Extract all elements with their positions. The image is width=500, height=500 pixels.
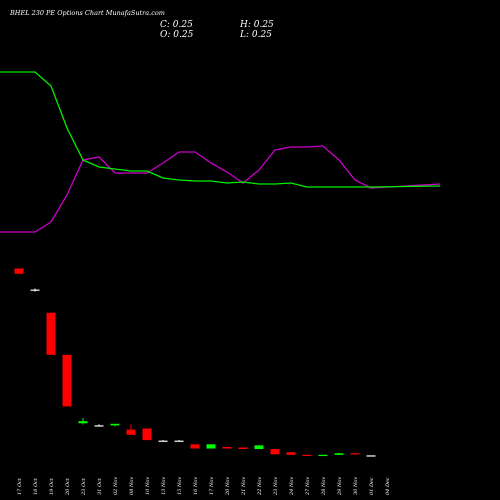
x-tick-label: 29 Nov	[337, 477, 343, 496]
x-tick-label: 21 Nov	[241, 477, 247, 496]
x-tick-label: 24 Nov	[289, 477, 295, 496]
candle-body	[238, 447, 248, 450]
x-tick-label: 15 Nov	[177, 477, 183, 495]
candle-body	[174, 440, 184, 442]
x-tick-label: 08 Nov	[129, 477, 135, 495]
x-tick-label: 19 Oct	[49, 477, 55, 495]
candle-body	[190, 444, 200, 449]
candle-body	[302, 454, 312, 457]
candle-body	[334, 453, 344, 455]
candle-body	[14, 268, 24, 274]
magenta-indicator-line	[0, 145, 441, 233]
x-tick-label: 23 Nov	[273, 477, 279, 496]
x-tick-label: 20 Nov	[225, 477, 231, 496]
candle-body	[270, 449, 280, 455]
x-tick-label: 30 Nov	[353, 477, 359, 495]
candle-body	[158, 440, 168, 442]
candle-body	[366, 455, 376, 457]
green-indicator-line	[0, 71, 441, 188]
candle-body	[126, 429, 136, 435]
open-readout: O: 0.25	[160, 30, 194, 40]
x-tick-label: 10 Nov	[145, 477, 151, 495]
candle-body	[222, 446, 232, 449]
candle-body	[206, 444, 216, 449]
x-tick-label: 17 Oct	[17, 477, 23, 495]
x-tick-label: 02 Nov	[113, 477, 119, 495]
candle-body	[350, 453, 360, 455]
x-axis-tick-labels: 17 Oct 18 Oct 19 Oct 20 Oct 23 Oct 31 Oct 02 N…	[17, 477, 391, 496]
indicator-lines	[0, 71, 441, 233]
x-tick-label: 13 Nov	[161, 477, 167, 495]
low-readout: L: 0.25	[239, 30, 272, 40]
candle-body	[286, 452, 296, 455]
x-tick-label: 20 Oct	[65, 477, 71, 496]
x-tick-label: 18 Oct	[33, 477, 39, 495]
candle-body	[94, 425, 104, 427]
candle-body	[78, 421, 88, 424]
x-tick-label: 01 Dec	[369, 477, 375, 495]
candle-body	[46, 312, 56, 355]
candle-body	[110, 423, 120, 426]
x-tick-label: 17 Nov	[209, 477, 215, 495]
x-tick-label: 28 Nov	[321, 477, 327, 496]
candle-body	[142, 428, 152, 441]
x-tick-label: 27 Nov	[305, 477, 311, 496]
chart-title: BHEL 230 PE Options Chart MunafaSutra.co…	[9, 9, 165, 17]
high-readout: H: 0.25	[239, 20, 274, 30]
x-tick-label: 16 Nov	[193, 477, 199, 495]
candlestick-series	[14, 268, 376, 457]
x-tick-label: 22 Nov	[257, 477, 263, 496]
x-tick-label: 04 Dec	[385, 477, 391, 495]
x-tick-label: 23 Oct	[81, 477, 87, 496]
close-readout: C: 0.25	[160, 20, 193, 30]
x-tick-label: 31 Oct	[97, 477, 103, 495]
candle-body	[62, 354, 72, 407]
candle-body	[318, 454, 328, 457]
candle-body	[30, 289, 40, 291]
candle-body	[254, 445, 264, 450]
